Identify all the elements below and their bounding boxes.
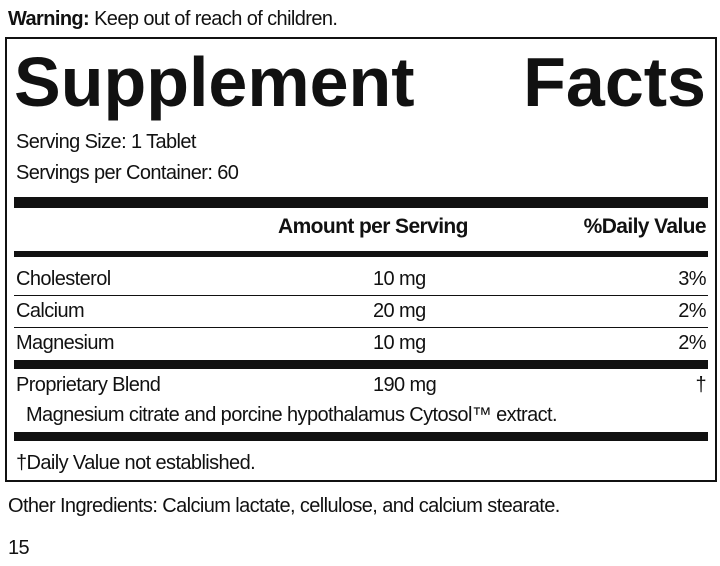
header-daily-value: %Daily Value	[583, 215, 707, 238]
nutrient-amount: 190 mg	[373, 374, 437, 396]
nutrient-name: Proprietary Blend	[16, 374, 161, 396]
warning-label: Warning:	[8, 8, 90, 30]
nutrient-name: Magnesium	[16, 332, 115, 354]
footnote: †Daily Value not established.	[16, 452, 256, 474]
nutrient-name: Cholesterol	[16, 268, 111, 290]
title-word: Facts	[523, 43, 706, 121]
divider-thin	[14, 327, 708, 328]
blend-description: Magnesium citrate and porcine hypothalam…	[26, 404, 558, 426]
nutrient-name: Calcium	[16, 300, 85, 322]
header-amount: Amount per Serving	[278, 215, 468, 238]
divider-thick	[14, 360, 708, 369]
divider-thick	[14, 197, 708, 208]
supplement-facts-panel	[5, 37, 717, 482]
serving-size: Serving Size: 1 Tablet	[16, 131, 196, 153]
divider-thick	[14, 432, 708, 441]
nutrient-amount: 20 mg	[373, 300, 426, 322]
panel-title: Supplement Facts	[14, 42, 706, 122]
warning-text: Keep out of reach of children.	[89, 8, 338, 30]
title-word: Supplement	[14, 43, 415, 121]
servings-per-container: Servings per Container: 60	[16, 162, 239, 184]
nutrient-dv: †	[695, 374, 706, 396]
page-number: 15	[8, 537, 30, 559]
nutrient-dv: 3%	[678, 268, 706, 290]
divider-thin	[14, 295, 708, 296]
other-ingredients: Other Ingredients: Calcium lactate, cell…	[8, 495, 560, 517]
nutrient-amount: 10 mg	[373, 332, 426, 354]
warning: Warning: Keep out of reach of children.	[8, 8, 338, 30]
nutrient-dv: 2%	[678, 332, 706, 354]
nutrient-amount: 10 mg	[373, 268, 426, 290]
divider-medium	[14, 251, 708, 257]
nutrient-dv: 2%	[678, 300, 706, 322]
